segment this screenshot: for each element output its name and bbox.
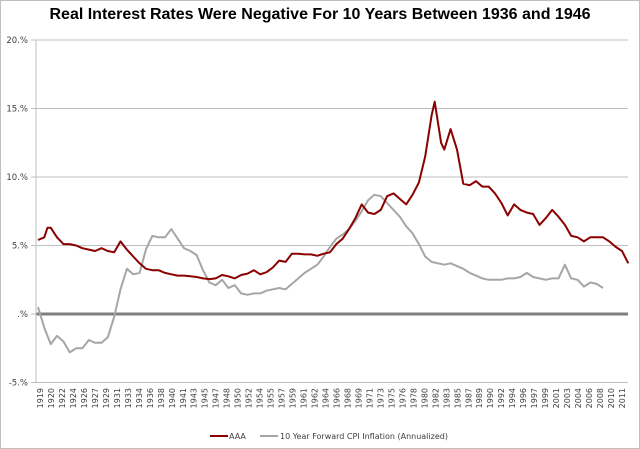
x-tick-label: 1976 [398, 388, 407, 408]
x-tick-label: 2011 [618, 388, 627, 408]
x-tick-label: 1947 [212, 388, 221, 408]
x-tick-label: 1990 [486, 388, 495, 408]
x-tick-label: 1973 [376, 388, 385, 408]
x-tick-label: 1992 [497, 388, 506, 408]
x-tick-label: 1943 [190, 388, 199, 408]
y-tick-label: 20.% [6, 36, 28, 46]
x-tick-label: 1971 [365, 388, 374, 408]
x-tick-label: 1966 [332, 388, 341, 408]
x-tick-label: 2008 [596, 388, 605, 408]
x-tick-label: 1948 [223, 388, 232, 408]
x-tick-label: 1969 [354, 388, 363, 408]
y-tick-label: .% [17, 310, 28, 320]
x-tick-label: 2003 [563, 388, 572, 408]
chart-title: Real Interest Rates Were Negative For 10… [49, 6, 591, 23]
x-tick-label: 1996 [519, 388, 528, 408]
x-tick-label: 1957 [278, 388, 287, 408]
x-tick-label: 1929 [102, 388, 111, 408]
x-tick-label: 1940 [168, 388, 177, 408]
x-tick-label: 1994 [508, 388, 517, 408]
x-tick-label: 1985 [453, 388, 462, 408]
x-tick-label: 1983 [442, 388, 451, 408]
x-tick-label: 1926 [80, 388, 89, 408]
x-tick-label: 1989 [475, 388, 484, 408]
y-tick-label: -5.% [9, 379, 28, 389]
x-tick-label: 1931 [113, 388, 122, 408]
x-tick-label: 2010 [607, 388, 616, 408]
x-tick-label: 1997 [530, 388, 539, 408]
x-tick-label: 2001 [552, 388, 561, 408]
x-tick-label: 1968 [343, 388, 352, 408]
x-tick-label: 1933 [124, 388, 133, 408]
x-tick-label: 1975 [387, 388, 396, 408]
x-tick-label: 1955 [267, 388, 276, 408]
x-tick-label: 1954 [256, 388, 265, 408]
x-tick-label: 1945 [201, 388, 210, 408]
x-tick-label: 1999 [541, 388, 550, 408]
series-line-cpi-inflation [37, 193, 604, 354]
x-tick-label: 1961 [300, 388, 309, 408]
x-tick-label: 1962 [311, 388, 320, 408]
y-tick-label: 15.% [6, 105, 28, 115]
x-tick-label: 1938 [157, 388, 166, 408]
y-tick-label: 5.% [12, 242, 28, 252]
series-line-aaa [37, 100, 630, 281]
x-tick-label: 1978 [409, 388, 418, 408]
x-tick-label: 1964 [322, 388, 331, 408]
x-tick-label: 1941 [179, 388, 188, 408]
x-tick-label: 1982 [431, 388, 440, 408]
x-tick-label: 2004 [574, 388, 583, 408]
y-tick-label: 10.% [6, 173, 28, 183]
x-tick-label: 1927 [91, 388, 100, 408]
x-tick-label: 1959 [289, 388, 298, 408]
x-tick-label: 1980 [420, 388, 429, 408]
legend-label-aaa: AAA [229, 432, 246, 441]
x-tick-label: 1934 [135, 388, 144, 408]
legend-label-cpi-inflation: 10 Year Forward CPI Inflation (Annualize… [280, 432, 448, 441]
x-tick-label: 1924 [69, 388, 78, 408]
x-tick-label: 1952 [245, 388, 254, 408]
x-tick-label: 1920 [47, 388, 56, 408]
x-tick-label: 1950 [234, 388, 243, 408]
x-tick-label: 1987 [464, 388, 473, 408]
x-tick-label: 2006 [585, 388, 594, 408]
x-tick-label: 1919 [36, 388, 45, 408]
x-tick-label: 1922 [58, 388, 67, 408]
x-tick-label: 1936 [146, 388, 155, 408]
